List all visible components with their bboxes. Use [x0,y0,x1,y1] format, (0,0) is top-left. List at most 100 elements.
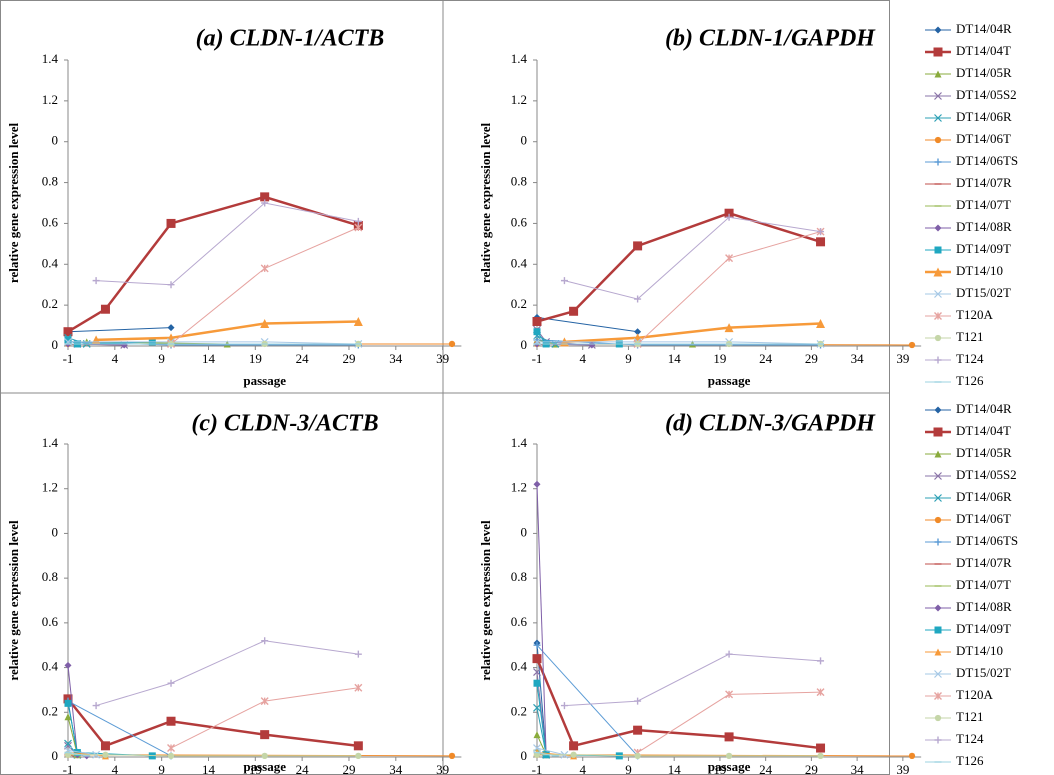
legend-marker [934,92,942,100]
legend-marker [934,648,942,656]
series-line [536,752,574,757]
y-tick-label: 0.2 [42,703,58,718]
x-tick-label: 39 [436,762,449,775]
legend-marker [934,356,942,364]
legend-label: DT15/02T [956,665,1011,680]
x-tick-label: 14 [668,351,682,366]
marker [260,730,270,740]
x-tick-label: 4 [579,762,586,775]
marker [64,739,72,748]
series-line [96,320,359,342]
y-tick-label: 1.2 [511,480,527,495]
x-axis-label: passage [708,759,751,774]
marker [532,654,542,664]
x-tick-label: -1 [532,351,543,366]
marker [92,702,100,710]
y-tick-label: 1.2 [42,92,58,107]
y-tick-label: 0.2 [511,703,527,718]
series-line [95,640,359,707]
series-line [67,698,359,748]
x-axis-label: passage [243,759,286,774]
x-tick-label: 24 [296,351,310,366]
series-line [67,703,153,757]
legend-marker [934,516,942,524]
legend-label: DT14/04T [956,43,1011,58]
x-tick-label: 4 [112,762,119,775]
y-tick-label: 0.4 [42,659,59,674]
legend-marker [934,334,942,342]
marker [354,223,363,232]
x-tick-label: 34 [389,762,403,775]
legend-marker [933,427,943,437]
marker [167,324,175,332]
marker [724,323,734,333]
y-tick-label: 0 [52,748,59,763]
legend-label: T124 [956,351,984,366]
marker [816,237,826,247]
marker [260,697,269,706]
marker [560,277,568,285]
marker [725,650,733,658]
legend-label: DT14/07T [956,577,1011,592]
marker [817,752,824,760]
marker [166,716,176,726]
legend-marker [934,70,942,78]
x-axis-label: passage [243,373,286,388]
marker [448,752,456,760]
legend-label: DT14/06R [956,489,1012,504]
x-tick-label: 24 [759,762,773,775]
series-line [564,216,821,300]
x-tick-label: 29 [805,351,818,366]
y-tick-label: 0.6 [511,614,528,629]
marker [353,741,363,751]
legend-label: DT14/05R [956,445,1012,460]
x-tick-label: 19 [249,351,262,366]
marker [64,713,72,721]
x-tick-label: 34 [851,762,865,775]
legend-label: T121 [956,709,983,724]
legend-marker [934,136,942,144]
series-line [564,653,821,707]
marker [261,199,269,207]
marker [533,480,541,488]
y-tick-label: 0.8 [511,174,527,189]
y-tick-label: 0 [521,337,528,352]
legend-label: T120A [956,687,993,702]
legend-label: DT14/10 [956,263,1003,278]
x-tick-label: -1 [532,762,543,775]
legend-label: DT14/05S2 [956,467,1017,482]
marker [560,702,568,710]
marker [724,732,734,742]
legend-label: DT14/08R [956,219,1012,234]
legend-label: DT14/05S2 [956,87,1017,102]
y-tick-label: 0.6 [511,214,528,229]
marker [588,341,596,349]
x-tick-label: 14 [202,351,216,366]
y-tick-label: 0.6 [42,214,59,229]
series-line [96,202,359,286]
marker [120,341,128,349]
y-tick-label: 0.6 [42,614,59,629]
legend-label: T121 [956,329,983,344]
marker [261,637,269,645]
series-line [67,716,78,755]
chart-title: (a) CLDN-1/ACTB [196,26,385,52]
y-tick-label: 0 [521,748,528,763]
marker [63,327,73,337]
legend-marker [934,692,942,700]
legend-marker [934,670,942,678]
y-tick-label: 0 [521,524,528,539]
marker [354,650,362,658]
y-tick-label: 0.4 [42,255,59,270]
marker [533,641,541,649]
y-tick-label: 1.4 [42,51,59,66]
y-axis-label: relative gene expression level [6,520,21,681]
series-line [536,747,565,756]
marker [817,657,825,665]
y-tick-label: 0.8 [42,569,58,584]
marker [354,683,363,692]
series-line [535,658,821,750]
marker [64,336,72,344]
y-tick-label: 1.4 [42,435,59,450]
marker [448,340,456,348]
